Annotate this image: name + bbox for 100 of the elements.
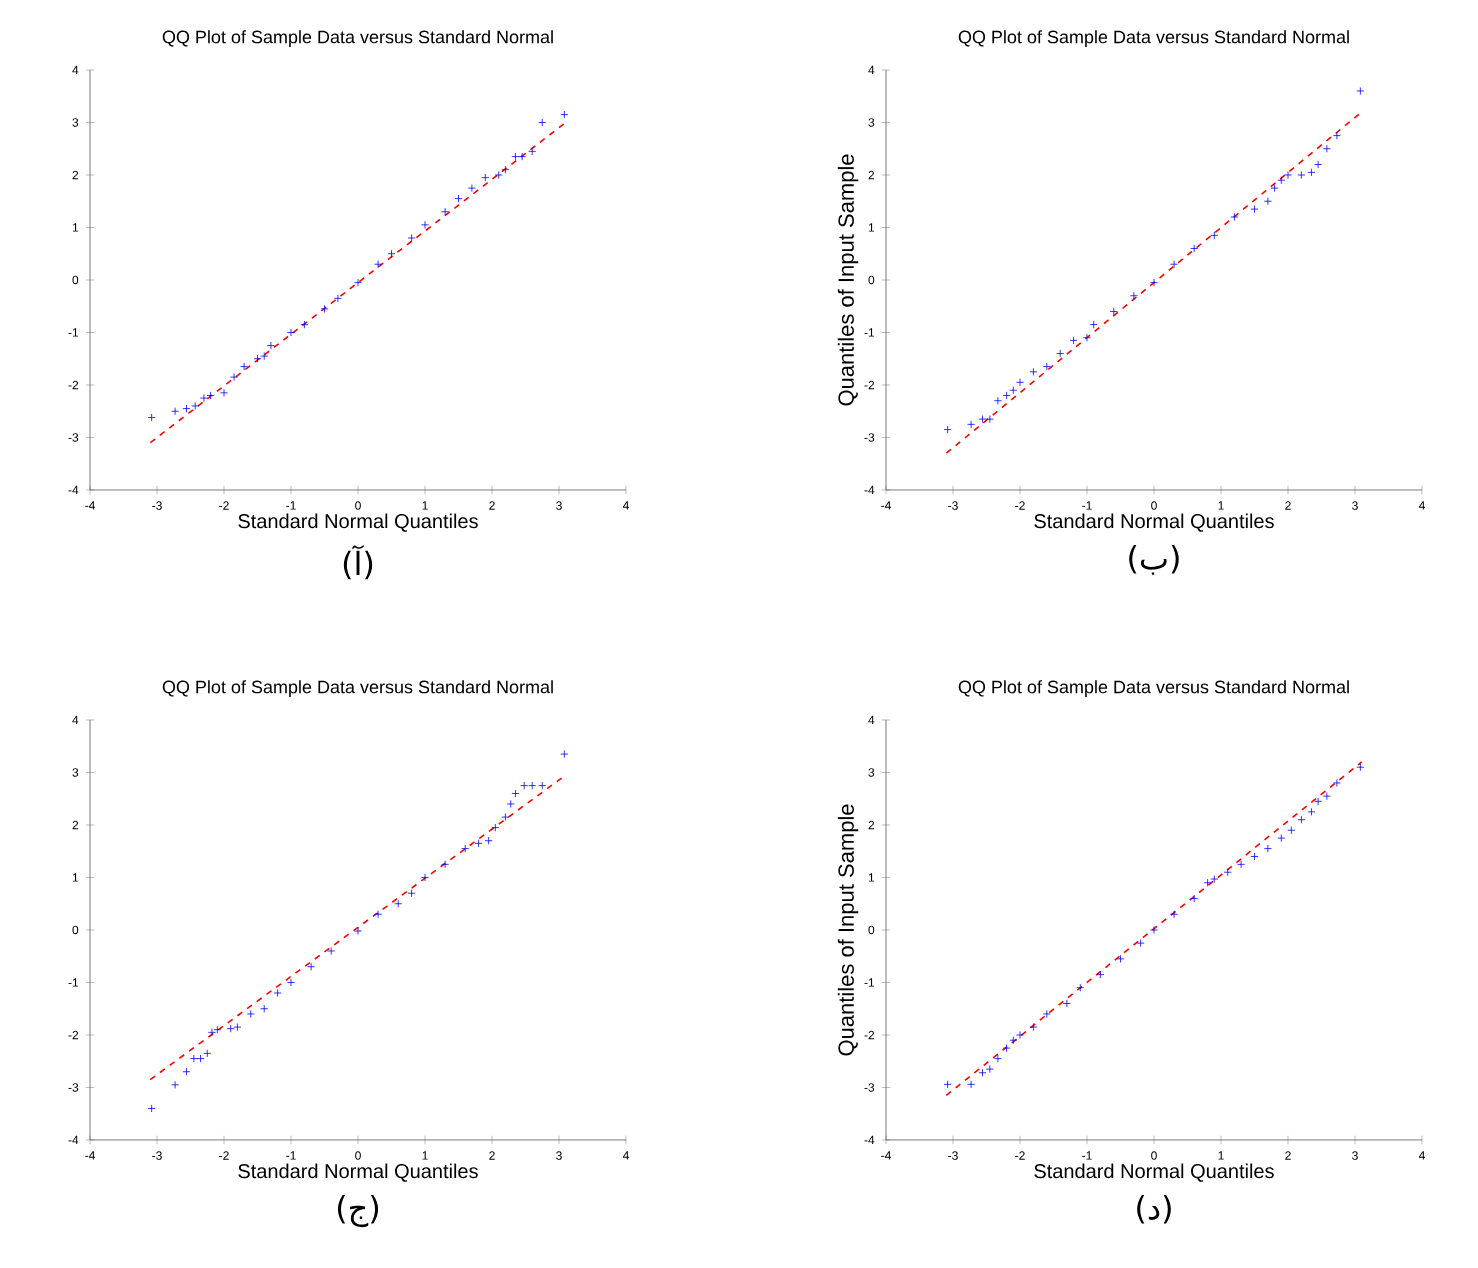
point — [511, 152, 520, 161]
point — [220, 388, 229, 397]
chart-title: QQ Plot of Sample Data versus Standard Normal — [162, 30, 553, 47]
point — [1150, 925, 1158, 934]
point — [1083, 333, 1091, 342]
point — [1002, 391, 1011, 400]
point — [1009, 1036, 1018, 1045]
point — [484, 836, 493, 845]
point — [407, 233, 416, 242]
x-axis-title: Standard Normal Quantiles — [238, 1163, 478, 1182]
point — [967, 420, 976, 429]
point — [441, 207, 450, 216]
point — [1287, 826, 1296, 835]
point — [1332, 131, 1341, 140]
point — [511, 789, 520, 798]
point — [199, 394, 208, 403]
point — [538, 118, 547, 127]
point — [1062, 999, 1071, 1008]
point — [327, 946, 336, 955]
point — [1250, 852, 1259, 861]
point — [467, 184, 476, 193]
point — [171, 1080, 180, 1089]
text: (ب) — [1129, 545, 1179, 575]
point — [1016, 1030, 1025, 1039]
point — [287, 978, 296, 987]
point — [494, 170, 503, 179]
point — [501, 165, 510, 174]
point — [189, 1054, 198, 1063]
point — [1210, 231, 1219, 240]
point — [354, 278, 362, 287]
point — [260, 1004, 269, 1013]
point — [287, 328, 296, 337]
text: (ج) — [337, 1195, 379, 1228]
point — [1096, 970, 1105, 979]
point — [253, 354, 262, 363]
point — [528, 781, 537, 790]
point — [474, 839, 483, 848]
point — [1009, 386, 1018, 395]
x-axis-title: Standard Normal Quantiles — [238, 513, 478, 532]
point — [196, 1054, 205, 1063]
point — [1297, 170, 1306, 179]
point — [1076, 983, 1085, 992]
point — [1170, 260, 1179, 269]
point — [1322, 144, 1331, 153]
text: (د) — [1137, 1195, 1171, 1224]
point — [506, 799, 515, 808]
point — [182, 1067, 191, 1076]
x-axis-title: Standard Normal Quantiles — [1034, 1163, 1274, 1182]
point — [1089, 320, 1098, 329]
point — [1237, 860, 1246, 869]
point — [1042, 362, 1051, 371]
point — [978, 415, 987, 424]
text: (آ) — [343, 545, 373, 580]
point — [1356, 86, 1365, 95]
point — [1307, 807, 1316, 816]
point — [207, 1028, 216, 1037]
point — [1314, 797, 1323, 806]
point — [560, 110, 569, 119]
point — [1029, 367, 1038, 376]
point — [147, 413, 156, 422]
point — [481, 173, 490, 182]
point — [1136, 939, 1145, 948]
point — [1056, 349, 1065, 358]
point — [1250, 205, 1259, 214]
point — [1322, 792, 1331, 801]
point — [1314, 160, 1323, 169]
point — [1170, 910, 1179, 919]
chart-title: QQ Plot of Sample Data versus Standard Normal — [958, 30, 1349, 47]
point — [407, 889, 416, 898]
point — [1307, 168, 1316, 177]
point — [147, 1104, 156, 1113]
point — [520, 781, 529, 790]
point — [528, 147, 537, 156]
point — [374, 260, 383, 269]
point — [1270, 184, 1279, 193]
point — [1223, 868, 1232, 877]
point — [978, 1068, 987, 1077]
point — [1356, 763, 1365, 772]
point — [320, 304, 329, 313]
y-axis-title: Quantiles of Input Sample — [837, 154, 859, 406]
point — [203, 1049, 212, 1058]
point — [518, 152, 527, 161]
point — [1129, 291, 1138, 300]
point — [985, 1065, 994, 1074]
point — [993, 396, 1002, 405]
point — [333, 294, 342, 303]
point — [943, 425, 952, 434]
point — [993, 1054, 1002, 1063]
point — [260, 352, 269, 361]
point — [1042, 1009, 1051, 1018]
point — [1203, 878, 1212, 887]
point — [1263, 197, 1272, 206]
point — [273, 988, 282, 997]
point — [538, 781, 547, 790]
point — [230, 373, 239, 382]
point — [1210, 875, 1219, 884]
x-axis-title: Standard Normal Quantiles — [1034, 513, 1274, 532]
point — [1150, 278, 1158, 287]
chart-title: QQ Plot of Sample Data versus Standard Normal — [958, 680, 1349, 697]
point — [213, 1025, 222, 1034]
